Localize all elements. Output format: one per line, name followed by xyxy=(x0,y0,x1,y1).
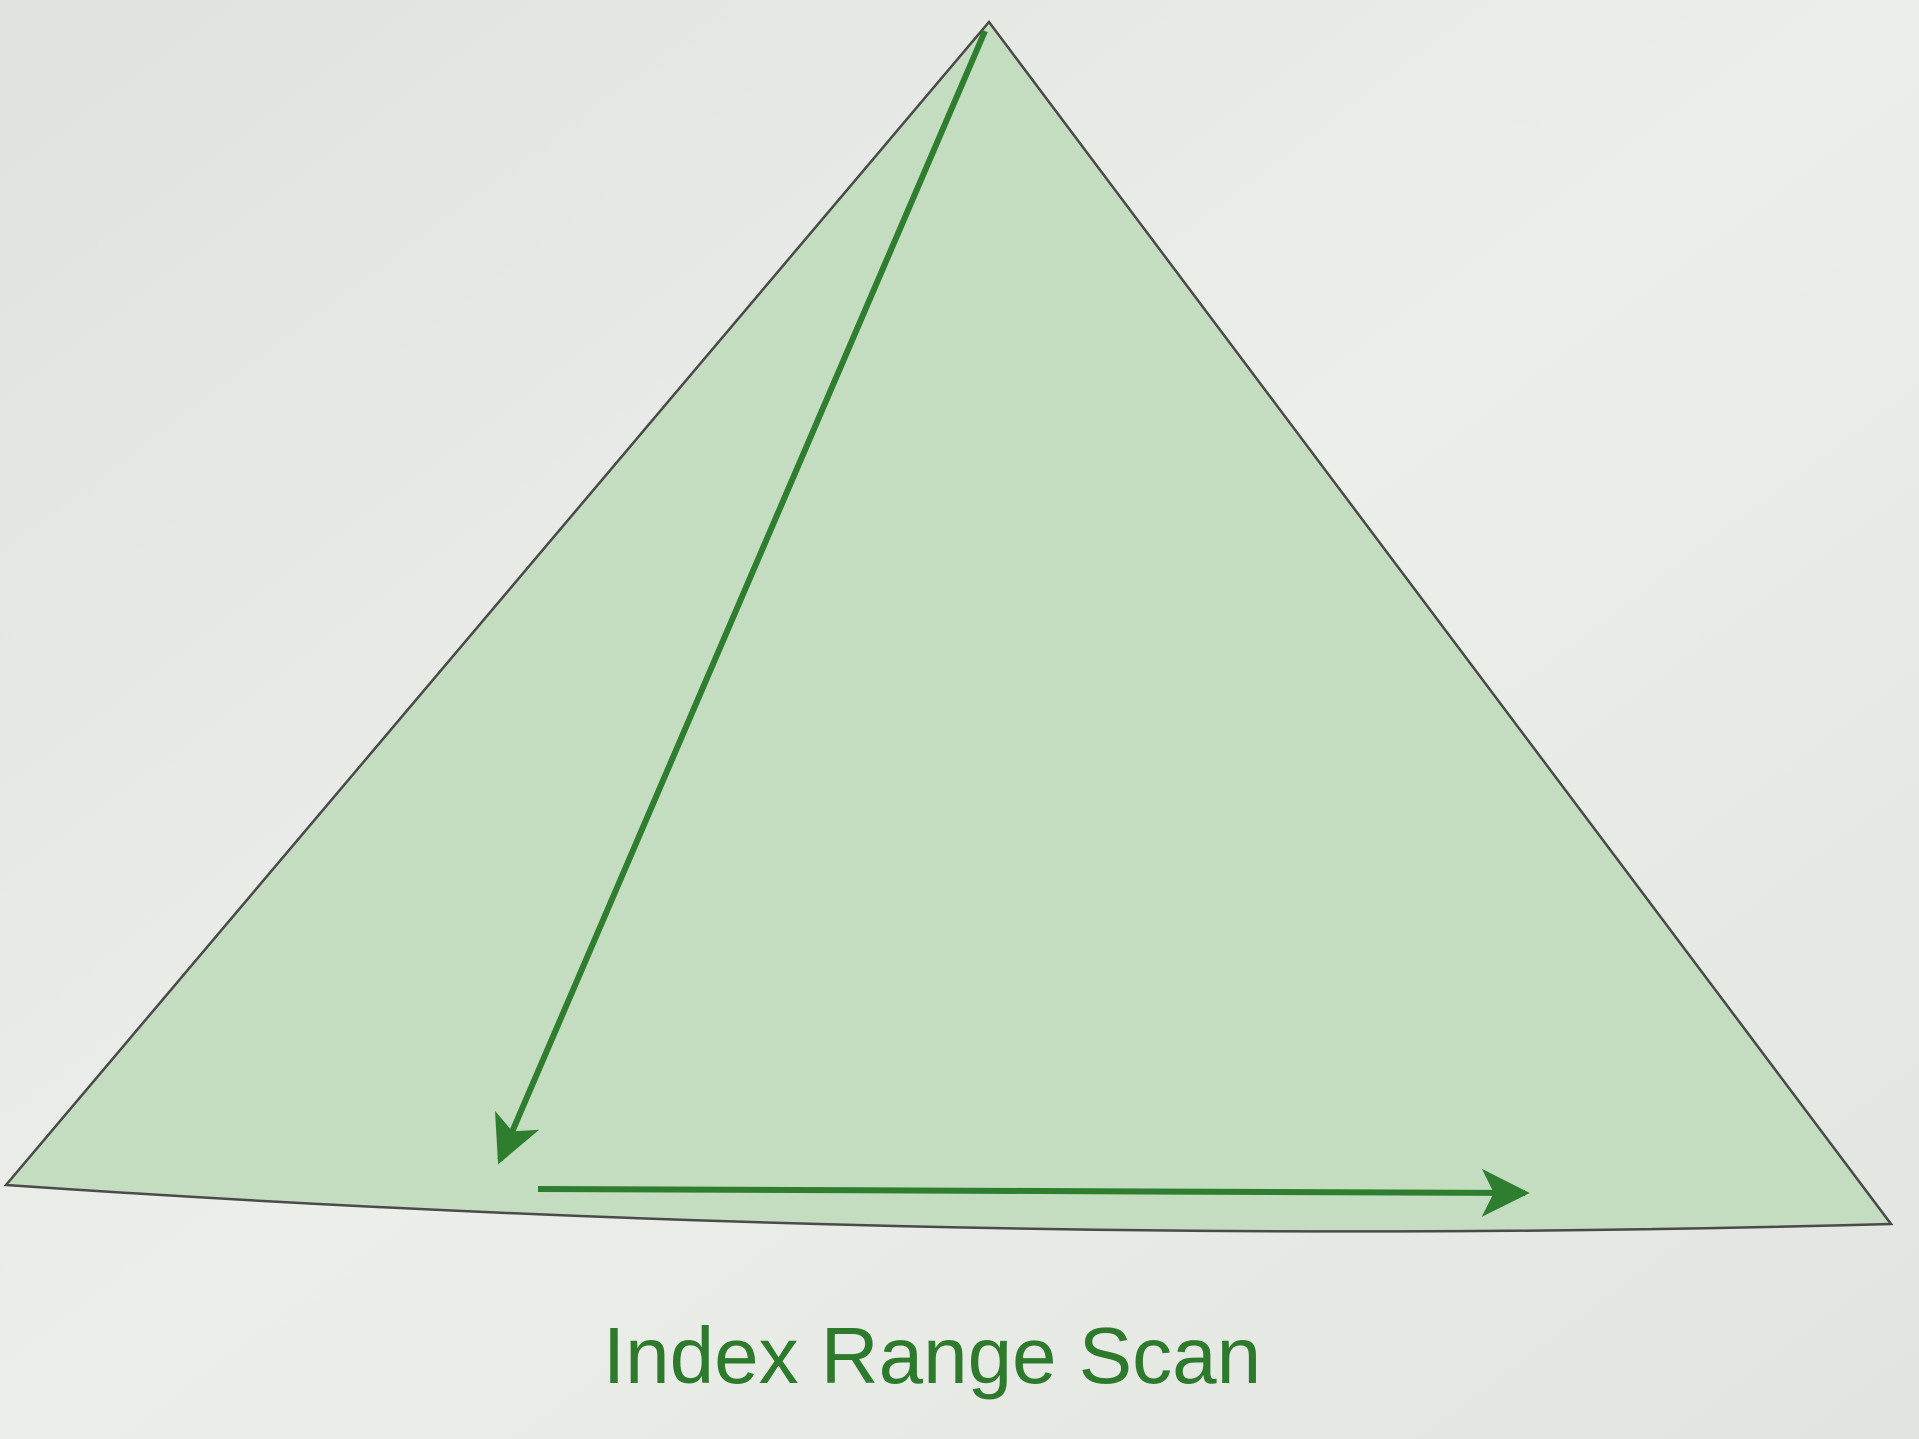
descend-arrow xyxy=(494,29,988,1165)
diagram-label: Index Range Scan xyxy=(603,1311,1261,1400)
scan-arrow xyxy=(537,1168,1530,1217)
index-tree xyxy=(3,19,1894,1233)
